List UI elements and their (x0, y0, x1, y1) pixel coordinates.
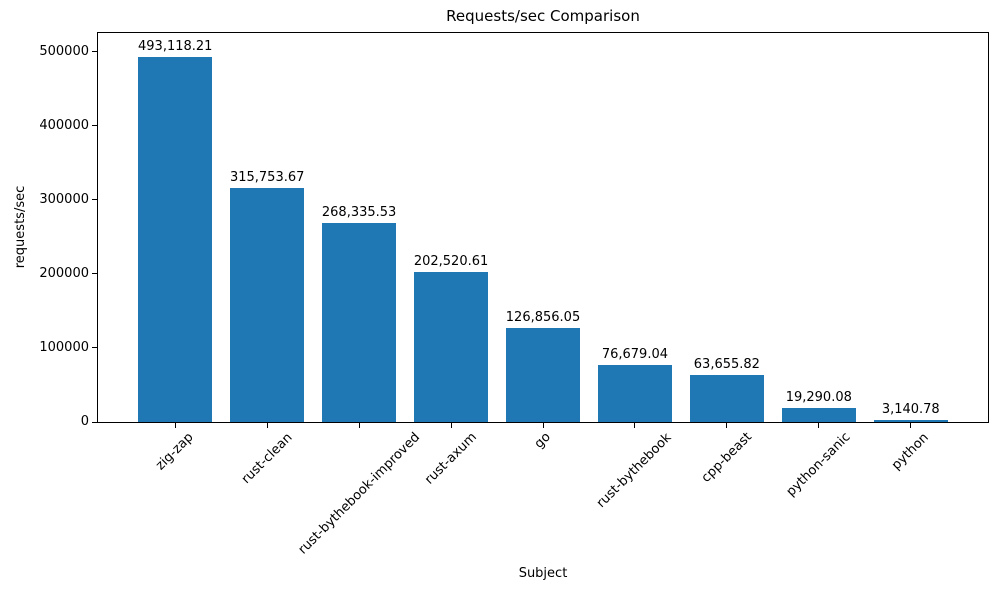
y-tick-mark (92, 421, 97, 423)
y-tick-mark (92, 51, 97, 53)
x-tick-mark (266, 423, 268, 428)
bar-value-label: 126,856.05 (505, 310, 581, 325)
x-tick-mark (634, 423, 636, 428)
bar-value-label: 19,290.08 (785, 389, 852, 405)
x-tick-mark (818, 423, 820, 428)
bar-value-label: 493,118.21 (138, 38, 213, 54)
bar-rust-axum (414, 271, 488, 422)
y-tick-mark (92, 273, 97, 275)
x-tick-mark (910, 423, 912, 428)
bar-value-label: 76,679.04 (601, 347, 669, 363)
x-tick-label-go: go (531, 429, 554, 452)
x-tick-label-python-sanic: python-sanic (783, 430, 854, 500)
x-tick-mark (450, 423, 452, 428)
y-tick-mark (92, 125, 97, 127)
x-tick-label-rust-bythebook: rust-bythebook (594, 429, 675, 511)
x-tick-label-rust-axum: rust-axum (421, 430, 480, 488)
bar-value-label: 63,655.82 (693, 356, 760, 372)
x-tick-mark (726, 423, 728, 428)
bar-value-label: 315,753.67 (229, 170, 305, 186)
bar-zig-zap (138, 56, 212, 422)
bar-rust-bythebook-improved (322, 223, 396, 422)
bar-value-label: 268,335.53 (321, 205, 397, 221)
y-tick-label: 100000 (39, 339, 89, 355)
bar-python-sanic (782, 407, 856, 422)
bar-go (506, 328, 580, 422)
bar-value-label: 202,520.61 (413, 253, 489, 269)
x-tick-label-python: python (889, 429, 933, 473)
bar-value-label: 3,140.78 (881, 401, 940, 417)
y-tick-label: 300000 (39, 191, 89, 207)
x-tick-label-rust-clean: rust-clean (238, 429, 296, 487)
bar-cpp-beast (690, 374, 764, 422)
y-tick-mark (92, 347, 97, 349)
y-tick-label: 0 (80, 414, 89, 429)
y-tick-label: 200000 (39, 265, 89, 281)
chart-title: Requests/sec Comparison (446, 7, 640, 25)
bar-rust-bythebook (598, 365, 672, 422)
bar-python (873, 419, 948, 422)
x-tick-mark (542, 423, 544, 428)
bar-rust-clean (230, 188, 304, 422)
x-axis-label: Subject (518, 566, 568, 581)
y-tick-label: 500000 (39, 43, 89, 59)
x-tick-label-cpp-beast: cpp-beast (698, 429, 755, 487)
x-tick-label-zig-zap: zig-zap (153, 429, 197, 474)
x-tick-label-rust-bythebook-improved: rust-bythebook-improved (295, 429, 423, 558)
y-tick-label: 400000 (39, 117, 89, 133)
x-tick-mark (174, 423, 176, 428)
y-tick-mark (92, 199, 97, 201)
x-tick-mark (358, 423, 360, 428)
